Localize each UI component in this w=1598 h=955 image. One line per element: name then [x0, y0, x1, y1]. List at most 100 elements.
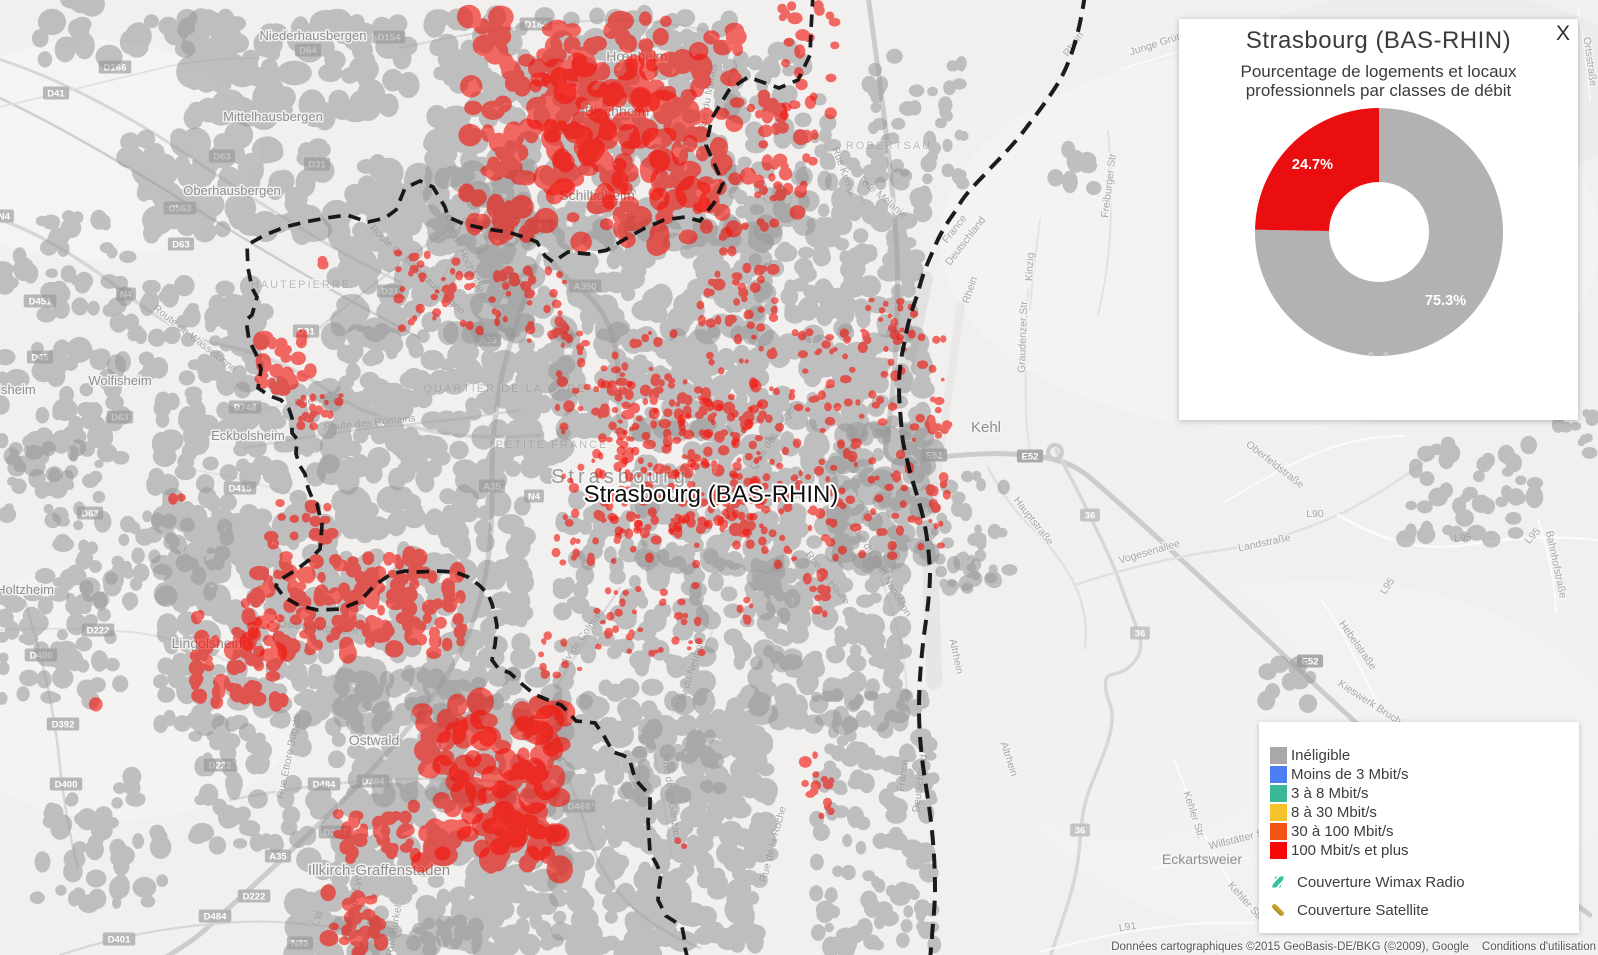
coverage-blob-ineligible — [396, 486, 413, 507]
coverage-blob-ineligible — [31, 29, 49, 48]
coverage-blob-100mbit — [451, 257, 461, 266]
road-shield-part: 36 — [1135, 629, 1146, 640]
coverage-blob-ineligible — [451, 522, 470, 542]
coverage-blob-100mbit — [503, 200, 515, 213]
coverage-blob-ineligible — [633, 354, 648, 367]
coverage-blob-ineligible — [370, 425, 389, 445]
coverage-blob-ineligible — [846, 654, 861, 669]
coverage-blob-ineligible — [946, 556, 961, 574]
coverage-blob-ineligible — [826, 287, 849, 308]
coverage-blob-ineligible — [406, 935, 422, 951]
coverage-blob-ineligible — [293, 692, 311, 707]
coverage-blob-100mbit — [660, 127, 677, 143]
coverage-blob-ineligible — [823, 138, 842, 152]
coverage-blob-ineligible — [872, 117, 888, 131]
coverage-blob-ineligible — [291, 669, 310, 692]
coverage-blob-100mbit — [570, 231, 592, 253]
coverage-blob-100mbit — [699, 219, 714, 234]
coverage-blob-ineligible — [903, 905, 914, 918]
coverage-blob-ineligible — [1429, 443, 1444, 456]
road-shield-part — [524, 489, 544, 503]
coverage-blob-ineligible — [871, 876, 881, 889]
coverage-blob-ineligible — [219, 464, 238, 482]
coverage-blob-ineligible — [111, 797, 123, 809]
coverage-blob-ineligible — [251, 210, 279, 235]
coverage-blob-ineligible — [35, 407, 50, 424]
coverage-blob-ineligible — [53, 339, 71, 358]
coverage-blob-ineligible — [194, 794, 207, 806]
coverage-blob-ineligible — [997, 527, 1008, 538]
coverage-blob-ineligible — [55, 884, 67, 896]
coverage-blob-ineligible — [670, 886, 692, 910]
coverage-blob-ineligible — [734, 190, 748, 205]
coverage-blob-ineligible — [273, 438, 290, 453]
coverage-blob-ineligible — [475, 531, 494, 549]
coverage-blob-ineligible — [832, 865, 844, 877]
coverage-blob-ineligible — [486, 447, 514, 473]
road-shield-part — [307, 777, 341, 791]
coverage-blob-ineligible — [853, 622, 877, 642]
coverage-blob-ineligible — [756, 612, 779, 633]
coverage-blob-ineligible — [872, 447, 884, 462]
road — [1029, 219, 1041, 311]
road-shield: N4 — [0, 209, 14, 223]
coverage-blob-100mbit — [494, 317, 501, 327]
road-shield-part — [1016, 449, 1044, 463]
coverage-blob-ineligible — [425, 163, 442, 179]
coverage-blob-ineligible — [733, 654, 746, 670]
coverage-blob-ineligible — [495, 688, 511, 702]
coverage-blob-ineligible — [36, 306, 57, 323]
coverage-blob-ineligible — [347, 486, 368, 508]
coverage-blob-ineligible — [666, 839, 685, 856]
coverage-blob-100mbit — [442, 284, 452, 292]
coverage-blob-ineligible — [438, 118, 461, 141]
town-label: Kehl — [971, 419, 1001, 436]
coverage-blob-ineligible — [825, 421, 945, 576]
coverage-blob-ineligible — [608, 41, 623, 59]
coverage-blob-ineligible — [959, 503, 973, 522]
coverage-blob-ineligible — [708, 572, 724, 592]
coverage-blob-ineligible — [584, 704, 606, 720]
coverage-blob-ineligible — [105, 571, 118, 585]
road-shield: D401 — [102, 932, 136, 946]
coverage-blob-ineligible — [40, 690, 59, 704]
coverage-blob-ineligible — [852, 243, 873, 266]
coverage-blob-ineligible — [498, 931, 515, 948]
coverage-blob-ineligible — [440, 211, 452, 225]
coverage-blob-100mbit — [615, 377, 628, 387]
road-shield-part: D415 — [229, 484, 252, 495]
coverage-blob-ineligible — [433, 259, 458, 287]
coverage-blob-ineligible — [621, 549, 635, 561]
coverage-blob-ineligible — [416, 789, 431, 808]
coverage-blob-ineligible — [97, 608, 111, 622]
coverage-blob-ineligible — [193, 563, 216, 586]
coverage-blob-100mbit — [487, 23, 503, 40]
coverage-blob-ineligible — [853, 742, 870, 757]
coverage-blob-100mbit — [304, 363, 317, 379]
coverage-blob-ineligible — [602, 891, 629, 913]
coverage-blob-ineligible — [0, 631, 9, 643]
road-shield-part: D222 — [87, 626, 110, 637]
town-label: Ostwald — [349, 732, 400, 748]
coverage-blob-ineligible — [469, 655, 485, 672]
coverage-blob-100mbit — [541, 71, 566, 90]
coverage-blob-100mbit — [769, 194, 778, 202]
coverage-blob-ineligible — [191, 704, 206, 722]
coverage-blob-ineligible — [0, 608, 14, 628]
coverage-blob-ineligible — [158, 290, 172, 303]
coverage-blob-ineligible — [855, 841, 867, 855]
coverage-blob-ineligible — [237, 530, 260, 553]
road-shield-part — [1130, 626, 1150, 640]
coverage-blob-ineligible — [420, 349, 445, 371]
coverage-blob-ineligible — [527, 447, 551, 473]
coverage-blob-ineligible — [951, 491, 966, 505]
coverage-blob-ineligible — [834, 237, 850, 251]
coverage-blob-ineligible — [263, 544, 283, 568]
coverage-blob-ineligible — [935, 565, 947, 578]
coverage-blob-ineligible — [328, 750, 346, 769]
coverage-blob-ineligible — [92, 490, 106, 504]
road-shield-part: D41 — [47, 89, 65, 100]
coverage-blob-100mbit — [754, 191, 762, 198]
coverage-blob-ineligible — [740, 892, 756, 907]
road-shield-part: E52 — [1022, 452, 1039, 463]
